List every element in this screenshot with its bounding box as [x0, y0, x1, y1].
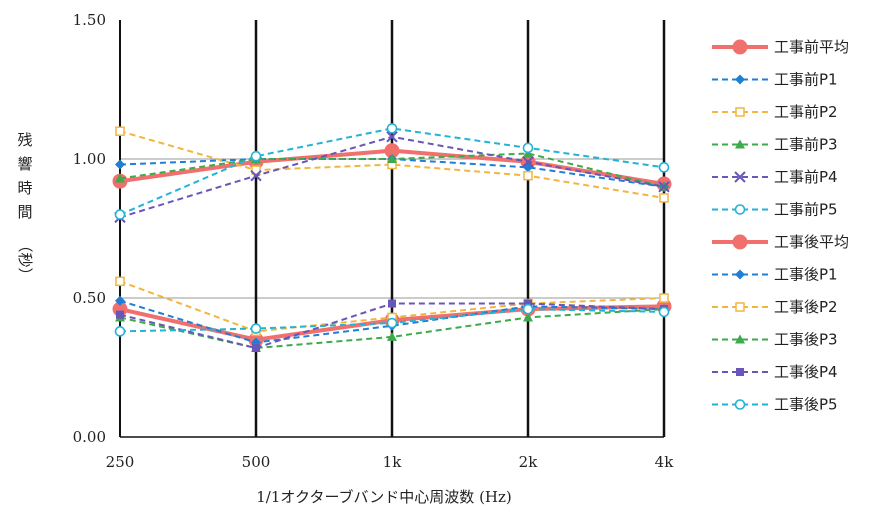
legend-item: 工事後P2: [712, 298, 838, 316]
data-point: [250, 150, 262, 162]
plot-area: [112, 123, 672, 353]
data-point: [386, 317, 398, 329]
data-point: [388, 299, 396, 308]
data-point: [115, 276, 125, 287]
legend-label: 工事前P1: [774, 71, 838, 89]
data-point: [252, 344, 260, 353]
data-point: [115, 173, 125, 183]
x-tick-label: 4k: [655, 453, 675, 471]
y-axis-title-char: 間: [17, 203, 32, 221]
data-point: [115, 159, 125, 170]
legend-marker: [734, 171, 746, 183]
data-point: [659, 293, 669, 303]
legend-label: 工事後P3: [774, 331, 838, 349]
data-point: [522, 156, 534, 168]
legend-marker: [736, 368, 744, 376]
data-point: [386, 123, 398, 134]
legend-label: 工事前平均: [774, 38, 849, 56]
legend-item: 工事前平均: [712, 38, 849, 56]
x-tick-label: 500: [242, 453, 271, 471]
legend-item: 工事前P1: [712, 71, 838, 89]
legend-marker: [735, 107, 745, 117]
legend-marker: [732, 234, 748, 250]
series-line: [119, 130, 665, 199]
data-point: [387, 331, 397, 341]
data-point: [658, 306, 670, 318]
data-point: [115, 295, 125, 306]
y-tick-label: 0.50: [73, 289, 106, 307]
data-point: [524, 299, 532, 308]
legend-item: 工事前P4: [712, 168, 838, 186]
grid-lines: [119, 20, 666, 437]
legend-marker: [735, 139, 745, 149]
series-5: [114, 131, 670, 224]
data-point: [658, 162, 670, 173]
data-point: [114, 209, 126, 220]
legend-label: 工事後P4: [774, 363, 838, 381]
data-point: [250, 323, 262, 334]
data-point: [386, 131, 398, 143]
legend-item: 工事後P3: [712, 331, 838, 349]
legend-marker: [735, 74, 745, 85]
legend-item: 工事後P4: [712, 363, 838, 381]
legend-label: 工事後P1: [774, 266, 838, 284]
x-tick-label: 1k: [383, 453, 403, 471]
legend-label: 工事前P5: [774, 201, 838, 219]
data-point: [387, 154, 397, 163]
legend-label: 工事前P4: [774, 168, 838, 186]
y-axis-title-char: 響: [17, 155, 32, 173]
legend-item: 工事前P2: [712, 103, 838, 121]
data-point: [251, 165, 261, 175]
data-point: [523, 312, 533, 322]
legend-label: 工事後P5: [774, 396, 838, 414]
legend-label: 工事後平均: [774, 233, 849, 251]
legend-item: 工事後P5: [712, 396, 838, 414]
data-point: [114, 326, 126, 337]
series-12: [114, 303, 670, 337]
data-point: [523, 170, 533, 181]
y-axis-title-char: 時: [17, 179, 32, 197]
data-point: [116, 310, 124, 319]
data-point: [659, 193, 669, 203]
legend-item: 工事後P1: [712, 266, 838, 284]
legend-label: 工事後P2: [774, 298, 838, 316]
y-axis-title-char: （秒）: [16, 237, 34, 282]
data-point: [250, 169, 262, 182]
y-tick-label: 1.50: [73, 11, 106, 29]
series-3: [115, 126, 669, 203]
data-point: [522, 142, 534, 154]
data-point: [115, 126, 125, 136]
legend-marker: [735, 334, 745, 344]
legend-marker: [734, 399, 746, 410]
series-6: [114, 123, 670, 220]
data-point: [522, 303, 534, 315]
legend-item: 工事前P5: [712, 201, 838, 219]
y-tick-label: 1.00: [73, 150, 106, 168]
legend-marker: [735, 269, 745, 280]
x-tick-label: 250: [106, 453, 135, 471]
tick-labels: 0.00 0.50 1.00 1.50 250 500 1k 2k 4k: [73, 11, 675, 471]
legend-marker: [734, 204, 746, 215]
legend-item: 工事後平均: [712, 233, 849, 251]
legend-label: 工事前P3: [774, 136, 838, 154]
legend-label: 工事前P2: [774, 103, 838, 121]
legend-marker: [735, 302, 745, 312]
legend-marker: [732, 39, 748, 55]
data-point: [658, 181, 670, 193]
x-axis-title: 1/1オクターブバンド中心周波数 (Hz): [256, 488, 512, 506]
y-axis-title-char: 残: [17, 131, 32, 149]
y-tick-label: 0.00: [73, 428, 106, 446]
legend-item: 工事前P3: [712, 136, 838, 154]
x-tick-label: 2k: [519, 453, 539, 471]
